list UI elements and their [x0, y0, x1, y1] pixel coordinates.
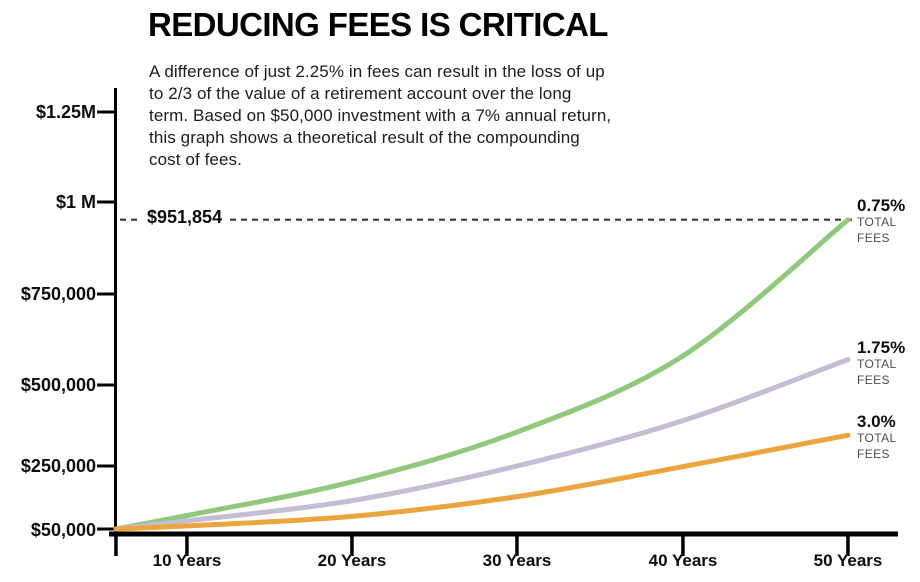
chart-description: A difference of just 2.25% in fees can r…: [149, 61, 611, 171]
series-percent: 0.75%: [857, 196, 906, 215]
description-line: this graph shows a theoretical result of…: [149, 128, 580, 147]
y-tick-label: $1.25M: [35, 102, 96, 122]
series-label-0.75pct: 0.75% TOTAL FEES: [857, 196, 905, 246]
series-label-1.75pct: 1.75% TOTAL FEES: [857, 338, 905, 388]
series-sub-label: TOTAL: [857, 431, 897, 445]
x-axis-tick: [350, 536, 354, 556]
x-tick-label: 50 Years: [813, 551, 883, 570]
x-tick-label: 40 Years: [648, 551, 718, 570]
x-tick-label: 10 Years: [152, 551, 222, 570]
y-tick-label: $1 M: [55, 192, 96, 212]
chart-generated-layer: [97, 110, 853, 556]
x-tick-label: 20 Years: [317, 551, 387, 570]
y-tick-label: $500,000: [20, 375, 96, 395]
y-axis-tick: [97, 464, 116, 468]
y-axis-tick: [97, 383, 116, 387]
series-line-1.75%: [113, 357, 851, 532]
series-sub-label: TOTAL: [857, 215, 897, 229]
series-sub-label: TOTAL: [857, 357, 897, 371]
y-axis-line: [114, 88, 117, 537]
target-value-annotation: $951,854: [140, 207, 230, 228]
description-line: to 2/3 of the value of a retirement acco…: [149, 84, 572, 103]
page-title: REDUCING FEES IS CRITICAL: [148, 6, 608, 43]
y-tick-label: $50,000: [30, 520, 96, 540]
series-percent: 1.75%: [857, 338, 906, 357]
x-axis-tick: [681, 536, 685, 556]
y-axis-tick: [97, 200, 116, 204]
y-axis-tick: [97, 110, 116, 114]
series-percent: 3.0%: [857, 412, 896, 431]
series-label-3.0pct: 3.0% TOTAL FEES: [857, 412, 897, 462]
x-axis-line: [109, 531, 898, 537]
y-tick-label: $250,000: [20, 456, 96, 476]
x-axis-tick: [185, 536, 189, 556]
x-axis-tick: [846, 536, 850, 556]
description-line: cost of fees.: [149, 150, 242, 169]
description-line: A difference of just 2.25% in fees can r…: [149, 62, 605, 81]
y-axis-tick: [97, 292, 116, 296]
y-tick-label: $750,000: [20, 284, 96, 304]
series-sub-label: FEES: [857, 446, 890, 461]
y-axis-tick: [97, 527, 116, 531]
x-axis-tick: [114, 536, 118, 556]
series-line-3.0%: [113, 432, 851, 532]
x-axis-tick: [515, 536, 519, 556]
x-tick-label: 30 Years: [482, 551, 552, 570]
series-sub-label: FEES: [857, 230, 890, 245]
series-line-0.75%: [113, 217, 851, 532]
series-sub-label: FEES: [857, 372, 890, 387]
description-line: term. Based on $50,000 investment with a…: [149, 106, 612, 125]
